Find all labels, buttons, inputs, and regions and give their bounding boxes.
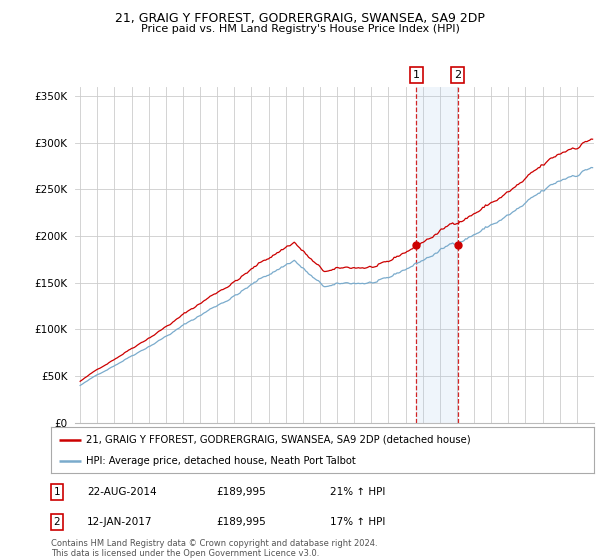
- Text: £189,995: £189,995: [216, 487, 266, 497]
- Text: 1: 1: [413, 70, 420, 80]
- Bar: [416, 87, 458, 423]
- Text: 2: 2: [53, 517, 61, 527]
- Text: Contains HM Land Registry data © Crown copyright and database right 2024.
This d: Contains HM Land Registry data © Crown c…: [51, 539, 377, 558]
- Text: £189,995: £189,995: [216, 517, 266, 527]
- Text: 22-AUG-2014: 22-AUG-2014: [87, 487, 157, 497]
- Text: 21% ↑ HPI: 21% ↑ HPI: [330, 487, 385, 497]
- Text: 21, GRAIG Y FFOREST, GODRERGRAIG, SWANSEA, SA9 2DP (detached house): 21, GRAIG Y FFOREST, GODRERGRAIG, SWANSE…: [86, 435, 471, 445]
- Text: HPI: Average price, detached house, Neath Port Talbot: HPI: Average price, detached house, Neat…: [86, 456, 356, 466]
- Text: 21, GRAIG Y FFOREST, GODRERGRAIG, SWANSEA, SA9 2DP: 21, GRAIG Y FFOREST, GODRERGRAIG, SWANSE…: [115, 12, 485, 25]
- Text: Price paid vs. HM Land Registry's House Price Index (HPI): Price paid vs. HM Land Registry's House …: [140, 24, 460, 34]
- Text: 1: 1: [53, 487, 61, 497]
- Text: 12-JAN-2017: 12-JAN-2017: [87, 517, 152, 527]
- Text: 17% ↑ HPI: 17% ↑ HPI: [330, 517, 385, 527]
- Text: 2: 2: [454, 70, 461, 80]
